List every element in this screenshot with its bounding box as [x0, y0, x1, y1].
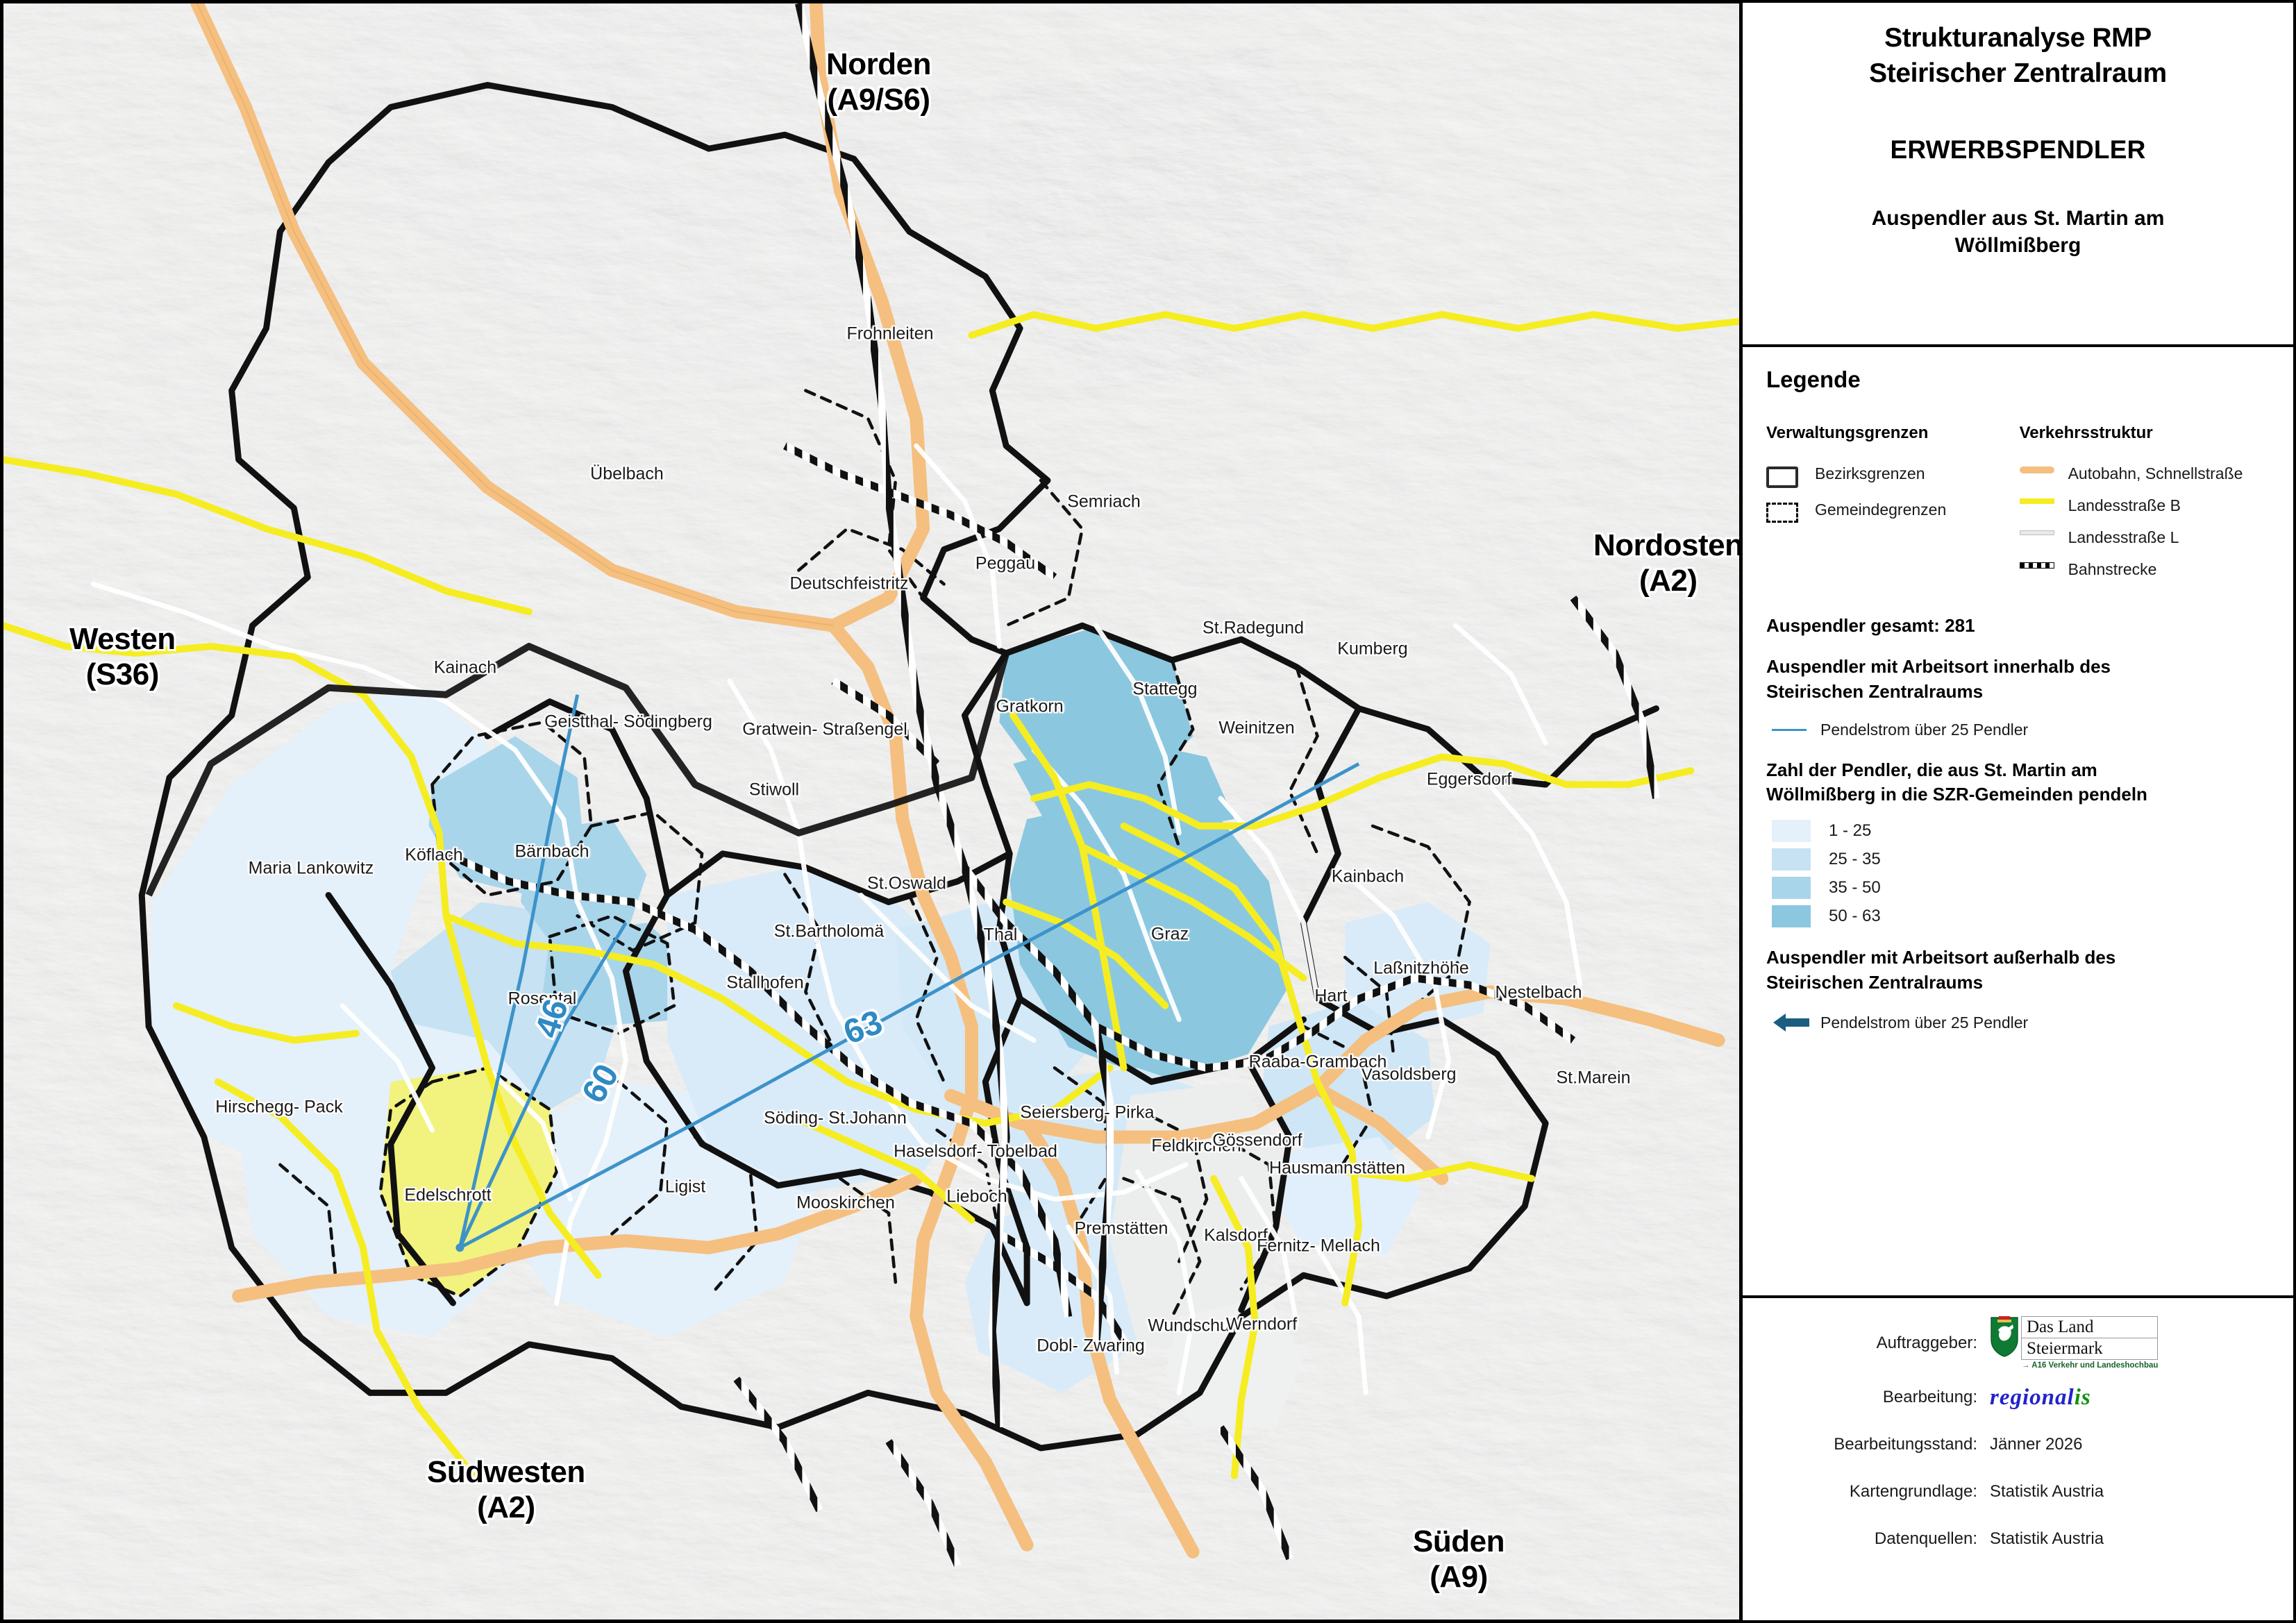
legend-label: Autobahn, Schnellstraße [2068, 464, 2243, 482]
inside-szr-header: Auspendler mit Arbeitsort innerhalb des … [1766, 655, 2111, 702]
credit-label: Auftraggeber: [1876, 1333, 1977, 1352]
legend-heading: Legende [1766, 367, 1861, 392]
class-swatch-3 [1772, 877, 1811, 900]
credit-label: Bearbeitungsstand: [1834, 1435, 1977, 1454]
legend-item-flow-inside: Pendelstrom über 25 Pendler [1772, 720, 2270, 740]
sidebar: Strukturanalyse RMP Steirischer Zentralr… [1743, 0, 2296, 1623]
legend-item-bahnstrecke: Bahnstrecke [2019, 560, 2270, 580]
theme-title: ERWERBSPENDLER [1890, 135, 2146, 165]
land-steiermark-logo: Das Land Steiermark → A16 Verkehr und La… [1990, 1316, 2159, 1370]
logo-line-top: Das Land [2021, 1316, 2159, 1338]
class-swatch-1 [1772, 820, 1811, 843]
district-border-icon [1766, 464, 1805, 488]
legend-label: Pendelstrom über 25 Pendler [1820, 720, 2029, 739]
logo-line-bottom: Steiermark [2021, 1338, 2159, 1360]
regionalis-part1: regional [1990, 1384, 2075, 1410]
class-range-label: 1 - 25 [1829, 821, 1872, 841]
legend-label: Landesstraße L [2068, 528, 2179, 546]
legend-item-landesstrasse-b: Landesstraße B [2019, 496, 2270, 516]
steiermark-coat-of-arms-icon [1991, 1316, 2018, 1357]
legend-column-traffic: Verkehrsstruktur Autobahn, Schnellstraße… [2019, 423, 2270, 591]
class-swatch-4 [1772, 905, 1811, 928]
outside-szr-header: Auspendler mit Arbeitsort außerhalb des … [1766, 947, 2116, 993]
legend-label: Bezirksgrenzen [1815, 464, 1925, 482]
land-steiermark-wordmark: Das Land Steiermark → A16 Verkehr und La… [2021, 1316, 2159, 1370]
legend-label: Bahnstrecke [2068, 560, 2157, 578]
logo-subline: → A16 Verkehr und Landeshochbau [2022, 1361, 2159, 1370]
l-road-line-icon [2019, 528, 2059, 535]
legend-item-flow-outside: Pendelstrom über 25 Pendler [1772, 1011, 2270, 1034]
legend-item-bezirksgrenzen: Bezirksgrenzen [1766, 464, 2007, 488]
legend-label: Pendelstrom über 25 Pendler [1820, 1013, 2029, 1032]
credit-row-kartengrundlage: Kartengrundlage: Statistik Austria [1761, 1472, 2263, 1511]
class-row: 35 - 50 [1772, 877, 2270, 900]
b-road-line-icon [2019, 496, 2059, 504]
municipal-border-icon [1766, 500, 1805, 523]
credit-value: Statistik Austria [1990, 1529, 2104, 1548]
credit-row-datenquellen: Datenquellen: Statistik Austria [1761, 1520, 2263, 1558]
regionalis-logo: regionalis [1990, 1385, 2091, 1411]
credit-value: Statistik Austria [1990, 1482, 2104, 1501]
legend-item-gemeindegrenzen: Gemeindegrenzen [1766, 500, 2007, 523]
credit-label: Datenquellen: [1874, 1529, 1977, 1548]
class-range-label: 35 - 50 [1829, 878, 1881, 898]
classification-header: Zahl der Pendler, die aus St. Martin am … [1766, 759, 2147, 805]
legend-item-landesstrasse-l: Landesstraße L [2019, 528, 2270, 548]
credit-row-bearbeitung: Bearbeitung: regionalis [1761, 1378, 2263, 1417]
class-swatch-2 [1772, 848, 1811, 871]
arrow-left-icon [1772, 1011, 1811, 1034]
motorway-line-icon [2019, 464, 2059, 473]
credit-row-auftraggeber: Auftraggeber: Das Land Steiermark → A16 … [1761, 1316, 2263, 1370]
map-vector-layer [3, 3, 1739, 1620]
credit-row-bearbeitungsstand: Bearbeitungsstand: Jänner 2026 [1761, 1425, 2263, 1464]
legend-admin-header: Verwaltungsgrenzen [1766, 423, 1929, 442]
map-canvas[interactable]: Norden (A9/S6) Nordosten (A2) Westen (S3… [0, 0, 1743, 1623]
class-range-label: 25 - 35 [1829, 850, 1881, 869]
legend-label: Gemeindegrenzen [1815, 501, 1947, 519]
credits-block: Auftraggeber: Das Land Steiermark → A16 … [1743, 1298, 2296, 1623]
railway-line-icon [2019, 560, 2059, 569]
class-row: 25 - 35 [1772, 848, 2270, 871]
legend-label: Landesstraße B [2068, 496, 2181, 514]
credit-value: Jänner 2026 [1990, 1435, 2083, 1454]
class-range-label: 50 - 63 [1829, 907, 1881, 926]
total-commuters-stat: Auspendler gesamt: 281 [1766, 614, 1975, 636]
credit-label: Bearbeitung: [1882, 1388, 1977, 1406]
legend-column-admin: Verwaltungsgrenzen Bezirksgrenzen Gemein… [1766, 423, 2007, 591]
outbound-arrow-icon [1773, 1014, 1809, 1032]
title-block: Strukturanalyse RMP Steirischer Zentralr… [1743, 0, 2296, 347]
legend-traffic-header: Verkehrsstruktur [2019, 423, 2153, 442]
legend-block: Legende Verwaltungsgrenzen Bezirksgrenze… [1743, 347, 2296, 1298]
legend-item-autobahn: Autobahn, Schnellstraße [2019, 464, 2270, 484]
class-row: 50 - 63 [1772, 905, 2270, 928]
page-title: Strukturanalyse RMP Steirischer Zentralr… [1869, 23, 2167, 88]
class-row: 1 - 25 [1772, 820, 2270, 843]
flow-line-icon [1772, 728, 1811, 731]
classification-swatch-list: 1 - 25 25 - 35 35 - 50 50 - 63 [1772, 820, 2270, 928]
subject-title: Auspendler aus St. Martin am Wöllmißberg [1871, 207, 2165, 258]
credit-label: Kartengrundlage: [1849, 1482, 1977, 1501]
regionalis-part2: is [2074, 1384, 2091, 1410]
